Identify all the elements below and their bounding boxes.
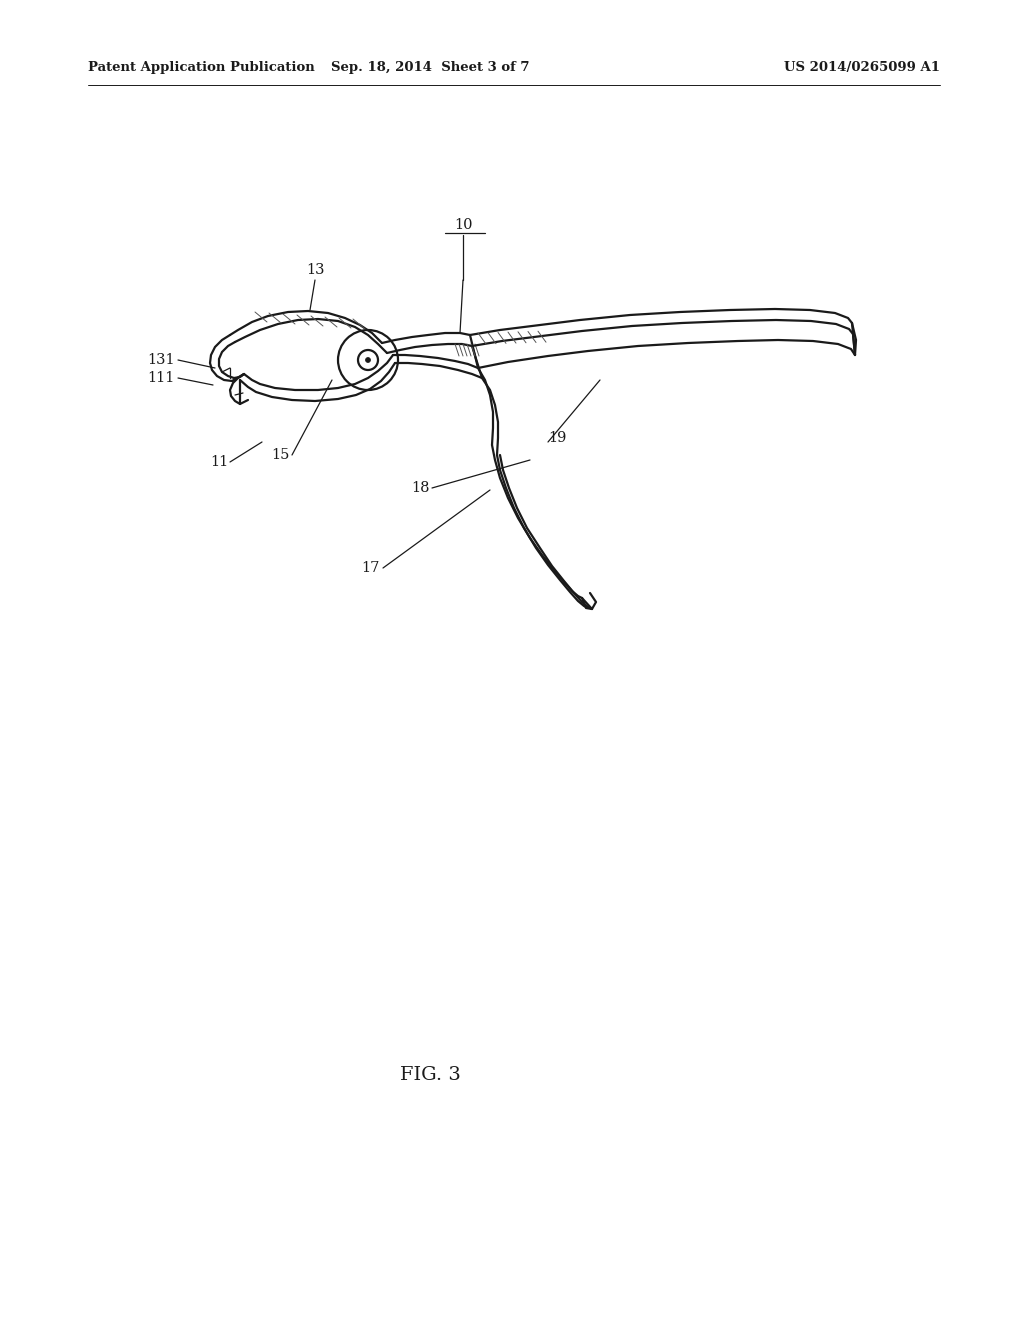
- Text: 17: 17: [361, 561, 380, 576]
- Text: 18: 18: [412, 480, 430, 495]
- Circle shape: [366, 358, 371, 363]
- Text: 111: 111: [147, 371, 175, 385]
- Text: 131: 131: [147, 352, 175, 367]
- Text: 15: 15: [271, 447, 290, 462]
- Text: 11: 11: [210, 455, 228, 469]
- Text: Patent Application Publication: Patent Application Publication: [88, 62, 314, 74]
- Text: US 2014/0265099 A1: US 2014/0265099 A1: [784, 62, 940, 74]
- Text: 13: 13: [306, 263, 325, 277]
- Text: 10: 10: [454, 218, 472, 232]
- Text: 19: 19: [548, 432, 566, 445]
- Text: Sep. 18, 2014  Sheet 3 of 7: Sep. 18, 2014 Sheet 3 of 7: [331, 62, 529, 74]
- Text: FIG. 3: FIG. 3: [399, 1067, 461, 1084]
